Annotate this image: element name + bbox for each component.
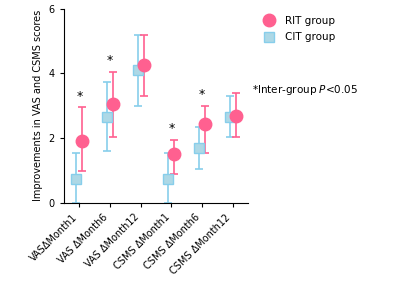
Text: *: *	[199, 88, 205, 101]
Y-axis label: Improvements in VAS and CSMS scores: Improvements in VAS and CSMS scores	[33, 10, 43, 202]
Text: *Inter-group $P$<0.05: *Inter-group $P$<0.05	[252, 83, 358, 97]
Text: *: *	[76, 90, 82, 103]
Text: *: *	[168, 122, 174, 135]
Text: *: *	[107, 54, 113, 67]
Legend: RIT group, CIT group: RIT group, CIT group	[257, 14, 337, 44]
